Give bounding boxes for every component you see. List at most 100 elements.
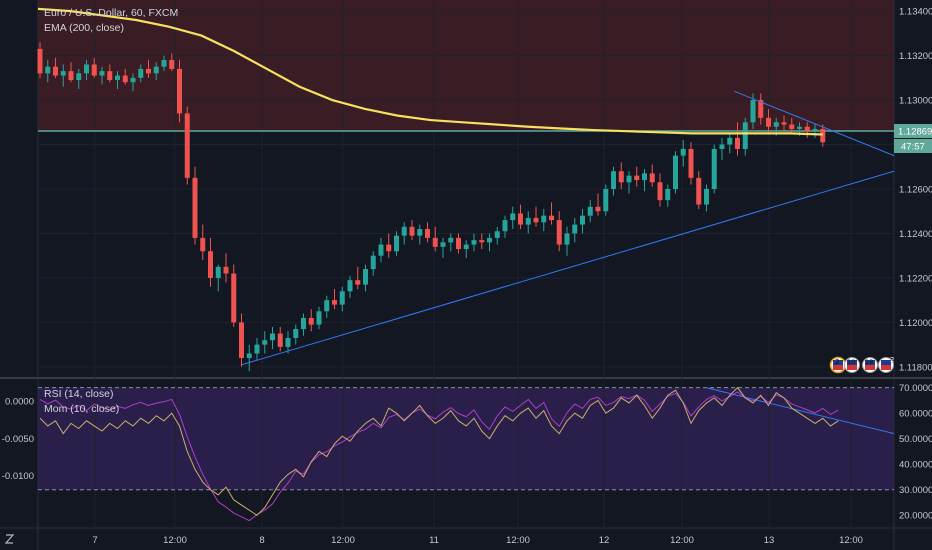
- last-price-label: 1.12869: [898, 127, 932, 138]
- candle: [153, 62, 159, 81]
- ema-200-line: [37, 7, 823, 136]
- trendline[interactable]: [733, 90, 895, 157]
- candle: [285, 331, 291, 354]
- rsi-line: [39, 386, 839, 516]
- candle: [324, 295, 330, 318]
- symbol-legend[interactable]: Euro / U.S. Dollar, 60, FXCM: [44, 7, 178, 19]
- candle: [254, 337, 260, 361]
- time-axis[interactable]: 7 12:00 8 12:00 11 12:00 12 12:00 13 12:00: [92, 535, 863, 546]
- candle: [37, 42, 43, 78]
- price-tick-label: 1.13000: [899, 96, 932, 107]
- candle: [742, 117, 748, 156]
- rsi-tick-label: 20.0000: [899, 511, 932, 522]
- time-tick-label: 7: [92, 535, 97, 546]
- event-count: 10: [847, 358, 855, 366]
- rsi-tick-label: 70.0000: [899, 383, 932, 394]
- price-tick-label: 1.12600: [899, 185, 932, 196]
- candle: [618, 162, 624, 189]
- candle: [758, 93, 764, 125]
- candle: [494, 226, 500, 245]
- candle: [409, 220, 415, 241]
- time-tick-label: 12:00: [506, 535, 530, 546]
- candle: [735, 122, 740, 156]
- candle: [657, 173, 663, 207]
- price-axis[interactable]: 1.134001.132001.130001.128001.126001.124…: [899, 7, 932, 374]
- candle: [138, 64, 144, 83]
- momentum-axis[interactable]: 0.0000 -0.0050 -0.0100: [2, 396, 34, 482]
- candle: [223, 253, 229, 283]
- rsi-legend[interactable]: RSI (14, close): [44, 388, 113, 400]
- candle: [812, 124, 818, 138]
- candle: [471, 233, 477, 252]
- candle: [425, 222, 430, 243]
- candle: [665, 184, 671, 207]
- candle: [766, 108, 771, 134]
- candle: [781, 115, 787, 132]
- trendline[interactable]: [241, 170, 895, 366]
- candle: [53, 57, 58, 78]
- candle: [789, 117, 795, 134]
- candle: [184, 106, 190, 185]
- candle: [332, 289, 337, 310]
- candle: [293, 324, 299, 345]
- candle: [487, 233, 492, 252]
- rsi-band: [38, 387, 894, 490]
- flag-icon[interactable]: 18: [862, 357, 878, 373]
- rsi-trendline[interactable]: [705, 387, 895, 435]
- candle: [673, 151, 678, 194]
- candle: [595, 193, 601, 216]
- rsi-axis[interactable]: 70.0000 60.0000 50.0000 40.0000 30.0000 20.00…: [899, 383, 932, 522]
- candle: [456, 233, 461, 254]
- candle: [262, 331, 268, 354]
- countdown-badge: 47:57: [894, 139, 932, 153]
- price-tick-label: 1.12000: [899, 318, 932, 329]
- candle: [463, 240, 469, 258]
- trendlines[interactable]: [241, 90, 895, 435]
- candle: [580, 209, 585, 234]
- candle: [169, 53, 175, 72]
- event-markers[interactable]: 2 10 18 2: [829, 356, 895, 374]
- time-tick-label: 12:00: [839, 535, 863, 546]
- candle: [572, 217, 578, 243]
- candle: [231, 264, 237, 327]
- candle: [76, 68, 82, 89]
- candle: [680, 140, 686, 167]
- price-tick-label: 1.13200: [899, 51, 932, 62]
- candle: [161, 55, 167, 72]
- candle: [587, 200, 593, 223]
- candle: [727, 133, 733, 154]
- time-tick-label: 12:00: [331, 535, 355, 546]
- candle: [525, 211, 531, 234]
- candle: [448, 233, 454, 252]
- candle: [146, 60, 151, 78]
- mom-legend[interactable]: Mom (10, close): [44, 403, 119, 415]
- candle: [626, 171, 632, 194]
- candle: [122, 68, 128, 85]
- countdown-label: 47:57: [901, 142, 925, 153]
- candle: [820, 124, 826, 147]
- candle: [277, 326, 283, 352]
- ema-legend[interactable]: EMA (200, close): [44, 22, 124, 34]
- candle: [130, 73, 136, 92]
- candle: [704, 184, 709, 212]
- candle: [316, 306, 322, 330]
- flag-icon[interactable]: 10: [844, 357, 860, 373]
- candle: [60, 64, 66, 87]
- candle: [634, 166, 640, 187]
- candle: [688, 142, 694, 185]
- candle: [192, 166, 198, 245]
- candle: [370, 251, 376, 276]
- flag-icon[interactable]: 2: [829, 356, 847, 374]
- candle: [239, 313, 244, 367]
- candle: [711, 144, 717, 194]
- candle: [107, 64, 113, 83]
- flag-icon[interactable]: 2: [878, 356, 895, 373]
- rsi-tick-label: 60.0000: [899, 409, 932, 420]
- time-tick-label: 13: [764, 535, 775, 546]
- candle: [355, 266, 361, 290]
- candle: [91, 57, 97, 78]
- price-tick-label: 1.11800: [899, 362, 932, 373]
- candle: [696, 171, 702, 210]
- z-logo-icon[interactable]: [4, 534, 15, 544]
